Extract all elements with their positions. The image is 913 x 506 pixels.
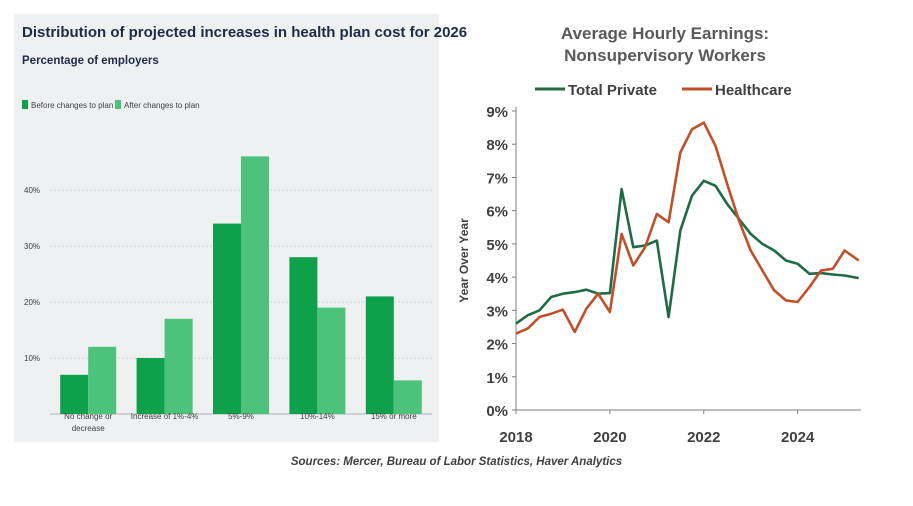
y-tick-label: 0% bbox=[486, 403, 508, 420]
y-tick-label: 9% bbox=[486, 104, 508, 121]
x-category-label: 15% or more bbox=[371, 412, 417, 421]
bar-before bbox=[136, 358, 165, 414]
x-category-label: decrease bbox=[72, 424, 105, 433]
bar-after bbox=[164, 318, 193, 414]
x-category-label: 10%-14% bbox=[300, 412, 335, 421]
x-tick-label: 2018 bbox=[499, 429, 532, 446]
bar-before bbox=[289, 257, 318, 414]
left-chart-title: Distribution of projected increases in h… bbox=[22, 24, 468, 41]
left-chart-subtitle: Percentage of employers bbox=[22, 55, 159, 67]
y-tick-label: 10% bbox=[24, 354, 40, 363]
line-healthcare bbox=[515, 121, 860, 335]
y-tick-label: 8% bbox=[486, 137, 508, 154]
x-category-label: Increase of 1%-4% bbox=[131, 412, 199, 421]
bar-chart-svg: Before changes to plan After changes to p… bbox=[22, 100, 432, 433]
x-category-label: No change or bbox=[64, 412, 112, 421]
y-tick-label: 4% bbox=[486, 270, 508, 287]
legend-swatch-after bbox=[115, 100, 121, 109]
x-tick-label: 2020 bbox=[593, 429, 626, 446]
bar-before bbox=[60, 374, 89, 414]
bar-after bbox=[241, 156, 269, 414]
legend-swatch-before bbox=[22, 100, 28, 109]
x-tick-label: 2022 bbox=[687, 429, 720, 446]
y-tick-label: 7% bbox=[486, 170, 508, 187]
y-tick-label: 40% bbox=[24, 186, 40, 195]
y-tick-label: 1% bbox=[486, 370, 508, 387]
y-tick-label: 20% bbox=[24, 298, 40, 307]
bar-before bbox=[213, 223, 241, 414]
line-chart-svg: Average Hourly Earnings: Nonsupervisory W… bbox=[457, 24, 861, 446]
line-total-private bbox=[515, 179, 859, 325]
y-tick-label: 2% bbox=[486, 337, 508, 354]
right-chart-title-line1: Average Hourly Earnings: bbox=[561, 24, 769, 43]
y-tick-label: 6% bbox=[486, 204, 508, 221]
bar-after bbox=[88, 346, 117, 414]
legend-label-before: Before changes to plan bbox=[31, 101, 113, 110]
left-chart-panel: Distribution of projected increases in h… bbox=[14, 14, 467, 442]
y-tick-label: 30% bbox=[24, 242, 40, 251]
bar-after bbox=[317, 307, 346, 414]
right-chart-title-line2: Nonsupervisory Workers bbox=[564, 46, 766, 65]
x-category-label: 5%-9% bbox=[228, 412, 254, 421]
x-tick-label: 2024 bbox=[781, 429, 815, 446]
legend-label-total-private: Total Private bbox=[568, 82, 657, 99]
bar-before bbox=[365, 296, 394, 414]
bar-after bbox=[393, 380, 422, 414]
legend-label-healthcare: Healthcare bbox=[715, 82, 792, 99]
y-tick-label: 3% bbox=[486, 303, 508, 320]
y-axis-label: Year Over Year bbox=[457, 218, 471, 303]
y-tick-label: 5% bbox=[486, 237, 508, 254]
legend-label-after: After changes to plan bbox=[124, 101, 200, 110]
sources-note: Sources: Mercer, Bureau of Labor Statist… bbox=[290, 456, 623, 468]
